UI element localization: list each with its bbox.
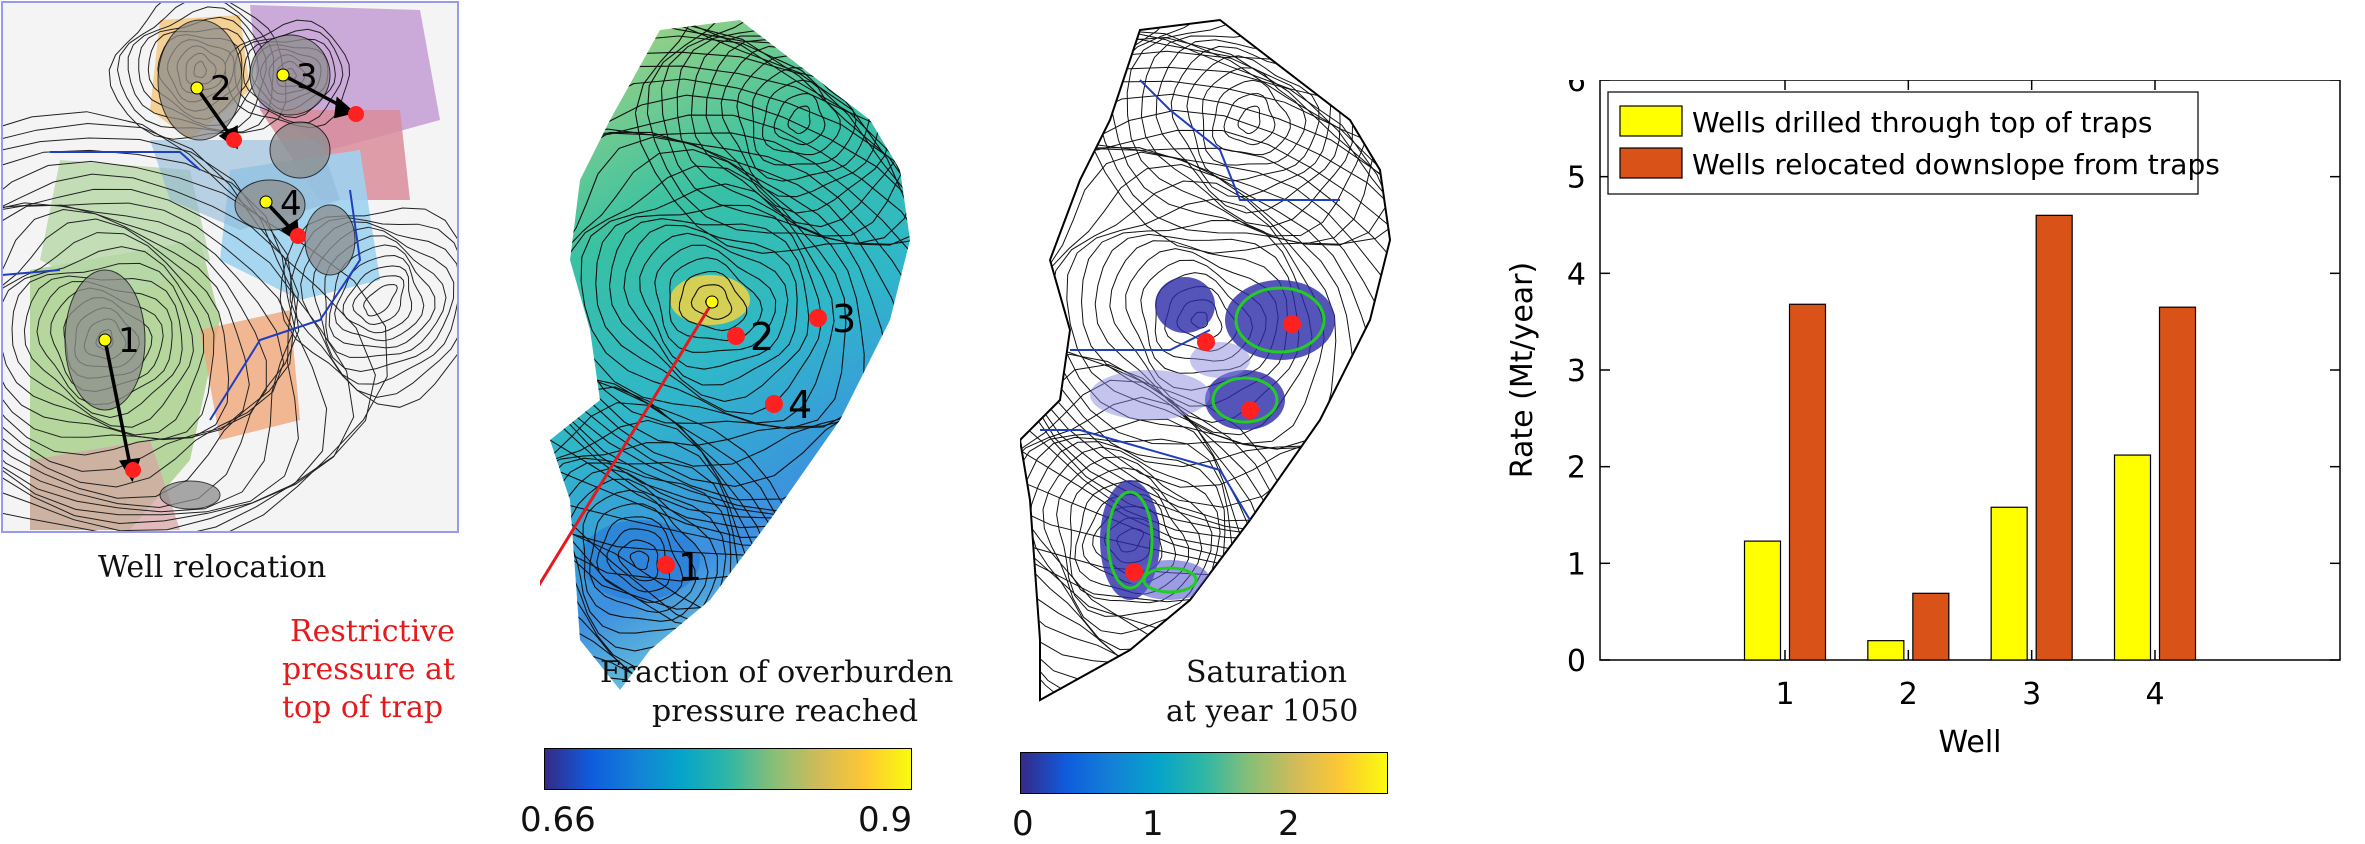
bar-well-2-series-2: [1912, 592, 1950, 661]
bar-well-4-series-1: [2113, 454, 2152, 661]
x-tick-label: 3: [2022, 677, 2041, 712]
saturation-panel: Saturation at year 1050 0 1 2: [1012, 0, 1420, 844]
x-tick-label: 4: [2145, 677, 2164, 712]
pressure-well-label-3: 3: [832, 297, 856, 341]
bar-well-1-series-1: [1743, 540, 1782, 661]
well-relocation-panel: 1 2 3 4 Well relocation: [0, 0, 462, 585]
relocation-well-label-1: 1: [118, 321, 140, 361]
pressure-map: 1 2 3 4: [488, 20, 910, 690]
legend-swatch-1: [1619, 105, 1683, 137]
legend-label-1: Wells drilled through top of traps: [1692, 106, 2152, 139]
y-tick-label: 3: [1567, 354, 1586, 389]
saturation-caption-line2: at year 1050: [1166, 694, 1359, 729]
bar-well-3-series-1: [1990, 506, 2028, 661]
saturation-map: [1018, 18, 1392, 702]
x-tick-label: 1: [1775, 677, 1794, 712]
y-tick-label: 2: [1567, 451, 1586, 486]
y-tick-label: 4: [1567, 257, 1586, 292]
pressure-well-label-4: 4: [788, 383, 812, 427]
y-tick-label: 1: [1567, 547, 1586, 582]
x-axis-label: Well: [1938, 725, 2001, 760]
relocation-well-label-4: 4: [280, 184, 302, 224]
bar-well-4-series-2: [2158, 306, 2197, 661]
legend-box: [1607, 91, 2199, 195]
bar-chart-svg: 0 1 2 3 4 5 6 1 2 3 4 Well Rate (Mt/year) Wells d…: [1505, 64, 2341, 760]
saturation-colorbar-tick-2: 2: [1278, 804, 1300, 844]
well-relocation-caption: Well relocation: [98, 550, 327, 585]
pressure-panel: 1 2 3 4 Fraction of overburden pressure …: [488, 0, 1020, 842]
y-axis-label: Rate (Mt/year): [1505, 262, 1540, 478]
pressure-well-label-1: 1: [678, 545, 702, 589]
relocation-well-label-3: 3: [296, 57, 318, 97]
y-tick-label: 0: [1567, 644, 1586, 679]
saturation-caption-line1: Saturation: [1186, 655, 1348, 690]
pressure-colorbar-min: 0.66: [520, 800, 596, 840]
saturation-colorbar-tick-0: 0: [1012, 804, 1034, 844]
pressure-caption-line1: Fraction of overburden: [600, 655, 954, 690]
legend: Wells drilled through top of traps Wells …: [1607, 91, 2220, 195]
saturation-colorbar-tick-1: 1: [1142, 804, 1164, 844]
pressure-well-label-2: 2: [750, 315, 774, 359]
legend-swatch-2: [1619, 147, 1683, 179]
restrictive-pressure-annotation-3: top of trap: [282, 690, 444, 725]
bar-well-2-series-1: [1867, 640, 1905, 661]
y-tick-label: 5: [1567, 161, 1586, 196]
well-relocation-map: 1 2 3 4: [1, 1, 459, 533]
saturation-colorbar: [1020, 752, 1388, 794]
rate-bar-chart: 0 1 2 3 4 5 6 1 2 3 4 Well Rate (Mt/year) Wells d…: [1480, 64, 2360, 780]
relocation-well-label-2: 2: [210, 69, 232, 109]
bar-well-1-series-2: [1788, 303, 1827, 661]
y-tick-label: 6: [1567, 80, 1586, 99]
pressure-colorbar: [544, 748, 912, 790]
legend-label-2: Wells relocated downslope from traps: [1692, 148, 2220, 181]
restrictive-pressure-annotation-1: Restrictive: [290, 614, 455, 649]
x-tick-label: 2: [1899, 677, 1918, 712]
restrictive-pressure-annotation-2: pressure at: [282, 652, 455, 687]
pressure-caption-line2: pressure reached: [652, 694, 919, 729]
pressure-colorbar-max: 0.9: [858, 800, 913, 840]
bar-well-3-series-2: [2035, 214, 2073, 661]
